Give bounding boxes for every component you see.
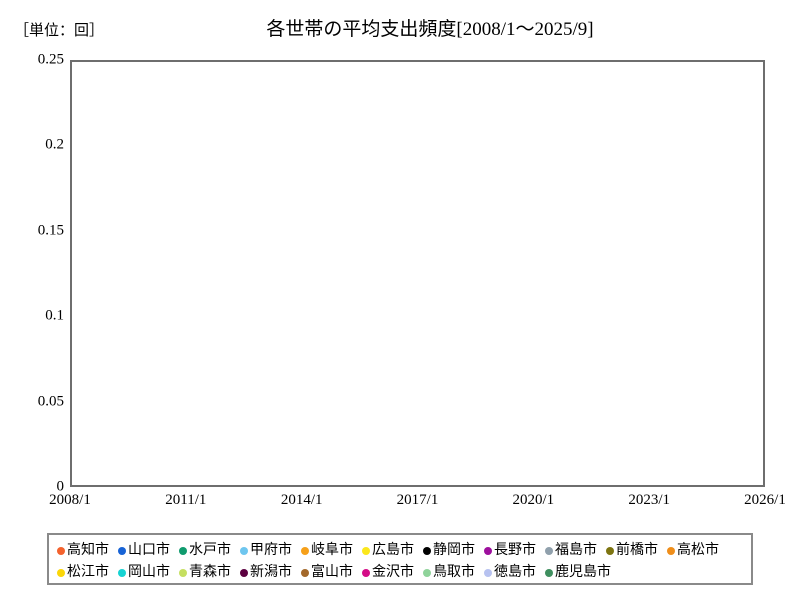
legend-label: 富山市 [311, 565, 353, 580]
legend-marker-icon [240, 569, 248, 577]
legend-marker-icon [545, 569, 553, 577]
legend-label: 鹿児島市 [555, 565, 611, 580]
legend-item-鳥取市[interactable]: 鳥取市 [423, 566, 475, 580]
y-tick-label: 0.2 [45, 136, 64, 153]
legend-row-2: 松江市 岡山市 青森市 新潟市 富山市 金沢市 鳥取市 徳島市 鹿児島市 [57, 562, 743, 584]
legend-label: 山口市 [128, 543, 170, 558]
legend-marker-icon [667, 547, 675, 555]
legend-item-岐阜市[interactable]: 岐阜市 [301, 544, 353, 558]
legend-label: 徳島市 [494, 565, 536, 580]
x-tick-label: 2017/1 [396, 492, 439, 508]
legend-marker-icon [545, 547, 553, 555]
legend-marker-icon [484, 547, 492, 555]
legend-item-金沢市[interactable]: 金沢市 [362, 566, 414, 580]
page-title: 各世帯の平均支出頻度[2008/1～2025/9] [266, 19, 594, 40]
legend-label: 岡山市 [128, 565, 170, 580]
legend-item-徳島市[interactable]: 徳島市 [484, 566, 536, 580]
x-tick-label: 2023/1 [628, 492, 670, 508]
legend-item-高松市[interactable]: 高松市 [667, 544, 719, 558]
legend-marker-icon [179, 547, 187, 555]
legend-label: 静岡市 [433, 543, 475, 558]
legend-marker-icon [362, 547, 370, 555]
legend-marker-icon [118, 547, 126, 555]
y-tick-label: 0.05 [37, 393, 64, 410]
legend-marker-icon [301, 569, 309, 577]
legend-item-前橋市[interactable]: 前橋市 [606, 544, 658, 558]
legend-item-青森市[interactable]: 青森市 [179, 566, 231, 580]
legend-item-松江市[interactable]: 松江市 [57, 566, 109, 580]
legend-item-福島市[interactable]: 福島市 [545, 544, 597, 558]
legend-item-水戸市[interactable]: 水戸市 [179, 544, 231, 558]
x-tick-label: 2020/1 [512, 492, 555, 508]
plot-frame [70, 60, 765, 487]
legend-label: 前橋市 [616, 543, 658, 558]
legend-label: 鳥取市 [433, 565, 475, 580]
legend-item-甲府市[interactable]: 甲府市 [240, 544, 292, 558]
legend-marker-icon [179, 569, 187, 577]
legend-marker-icon [240, 547, 248, 555]
unit-label: ［単位：回］ [14, 23, 105, 39]
legend-item-鹿児島市[interactable]: 鹿児島市 [545, 566, 611, 580]
y-axis-tick-labels: 0 0.05 0.1 0.15 0.2 0.25 [0, 0, 64, 600]
legend-marker-icon [57, 547, 65, 555]
legend-marker-icon [362, 569, 370, 577]
legend-label: 岐阜市 [311, 543, 353, 558]
legend-label: 高松市 [677, 543, 719, 558]
legend-label: 松江市 [67, 565, 109, 580]
legend-marker-icon [606, 547, 614, 555]
legend-label: 長野市 [494, 543, 536, 558]
legend-marker-icon [423, 547, 431, 555]
legend-label: 青森市 [189, 565, 231, 580]
legend-item-高知市[interactable]: 高知市 [57, 544, 109, 558]
legend-item-静岡市[interactable]: 静岡市 [423, 544, 475, 558]
y-tick-label: 0.25 [37, 51, 64, 68]
legend-item-広島市[interactable]: 広島市 [362, 544, 414, 558]
legend-label: 広島市 [372, 543, 414, 558]
legend-marker-icon [118, 569, 126, 577]
y-tick-label: 0.1 [45, 307, 64, 324]
legend-marker-icon [301, 547, 309, 555]
x-tick-label: 2026/1 [744, 492, 786, 508]
y-tick-label: 0 [56, 478, 65, 495]
legend-label: 福島市 [555, 543, 597, 558]
chart-legend: 高知市 山口市 水戸市 甲府市 岐阜市 広島市 静岡市 長野市 福島市 前橋市 高松市 松江市 岡山市… [47, 533, 753, 585]
y-tick-label: 0.15 [37, 222, 64, 239]
legend-item-富山市[interactable]: 富山市 [301, 566, 353, 580]
legend-item-新潟市[interactable]: 新潟市 [240, 566, 292, 580]
x-tick-label: 2011/1 [165, 492, 207, 508]
legend-label: 新潟市 [250, 565, 292, 580]
legend-row-1: 高知市 山口市 水戸市 甲府市 岐阜市 広島市 静岡市 長野市 福島市 前橋市 高松市 [57, 540, 743, 562]
legend-marker-icon [423, 569, 431, 577]
legend-item-山口市[interactable]: 山口市 [118, 544, 170, 558]
x-tick-label: 2008/1 [49, 492, 91, 508]
legend-label: 高知市 [67, 543, 109, 558]
legend-label: 甲府市 [250, 543, 292, 558]
legend-marker-icon [484, 569, 492, 577]
legend-item-岡山市[interactable]: 岡山市 [118, 566, 170, 580]
legend-label: 金沢市 [372, 565, 414, 580]
legend-marker-icon [57, 569, 65, 577]
legend-label: 水戸市 [189, 543, 231, 558]
x-tick-label: 2014/1 [280, 492, 323, 508]
plot-area [70, 60, 765, 487]
legend-item-長野市[interactable]: 長野市 [484, 544, 536, 558]
